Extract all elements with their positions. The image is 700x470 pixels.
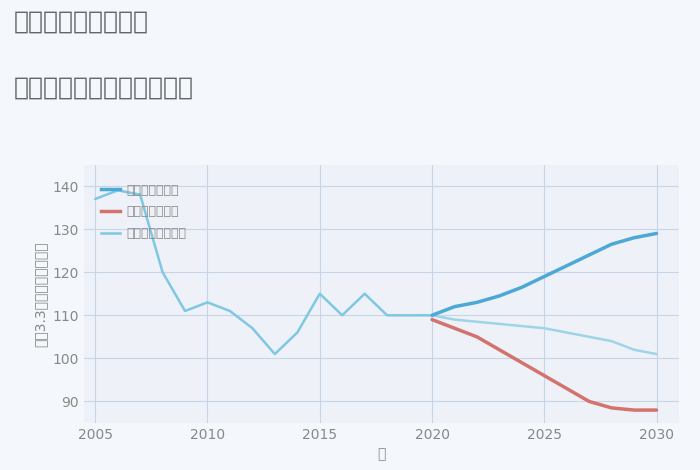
X-axis label: 年: 年 [377, 447, 386, 462]
Text: 中古マンションの価格推移: 中古マンションの価格推移 [14, 75, 194, 99]
Legend: グッドシナリオ, バッドシナリオ, ノーマルシナリオ: グッドシナリオ, バッドシナリオ, ノーマルシナリオ [96, 179, 191, 245]
Y-axis label: 坪（3.3㎡）単価（万円）: 坪（3.3㎡）単価（万円） [33, 241, 47, 346]
Text: 大阪府河内国分駅の: 大阪府河内国分駅の [14, 9, 149, 33]
